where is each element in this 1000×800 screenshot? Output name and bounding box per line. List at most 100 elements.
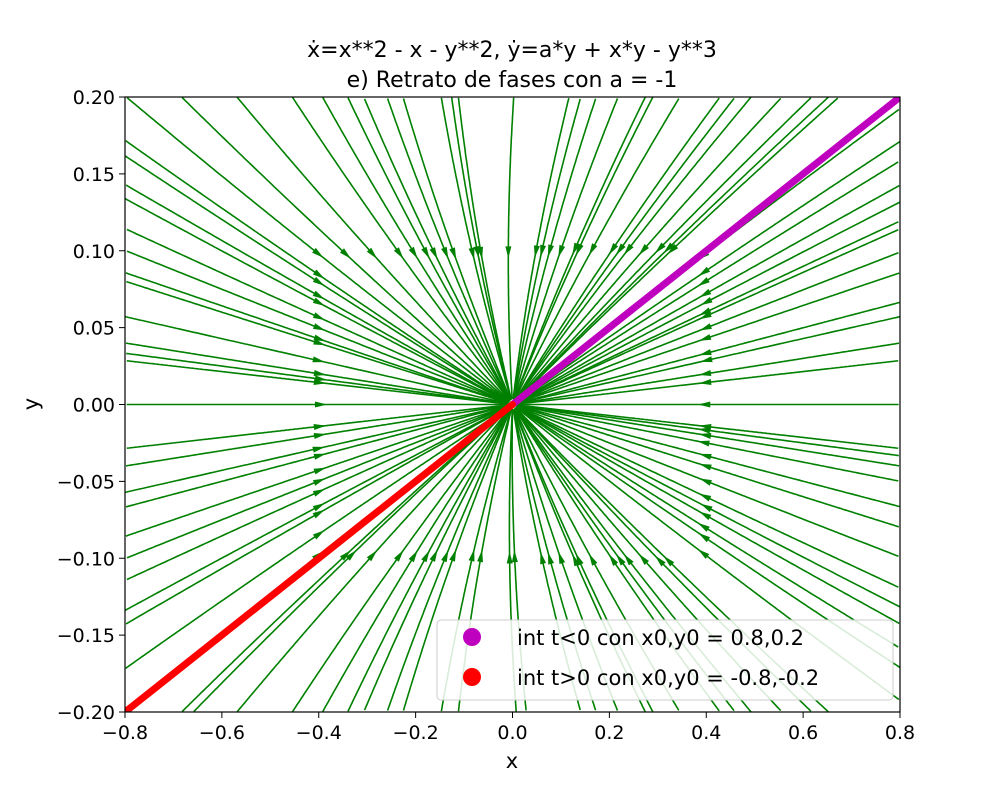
streamline-arrow xyxy=(429,551,438,562)
streamline-arrow xyxy=(339,248,350,258)
streamline-arrow xyxy=(639,555,650,565)
streamline-arrow xyxy=(506,553,513,564)
streamline-arrow xyxy=(449,247,456,259)
y-tick-label: −0.10 xyxy=(57,548,115,570)
streamline-arrow xyxy=(441,246,449,258)
streamline-arrow xyxy=(699,549,710,559)
streamline-arrow xyxy=(656,242,666,253)
streamline-arrow xyxy=(700,463,712,471)
streamline-arrow xyxy=(366,551,377,562)
streamline-arrow xyxy=(589,555,598,566)
streamline-arrow xyxy=(609,243,619,254)
streamline-arrow xyxy=(700,378,712,385)
streamline-arrow xyxy=(312,356,324,363)
streamline-arrow xyxy=(616,243,626,254)
streamline-arrow xyxy=(511,551,518,563)
streamline-arrow xyxy=(664,242,675,253)
streamline-arrow xyxy=(699,523,710,532)
legend-marker-t-negative xyxy=(463,628,481,646)
trajectory-series xyxy=(125,97,900,712)
streamline-arrow xyxy=(699,266,711,276)
streamline-arrow xyxy=(312,530,324,540)
streamline-arrow xyxy=(609,555,619,566)
streamline-arrow xyxy=(449,550,456,562)
streamline-arrow xyxy=(589,243,598,254)
streamline-arrow xyxy=(701,504,713,513)
y-axis-ticks: −0.20 −0.15 −0.10 −0.05 0.00 0.05 0.10 0.15 0.20 xyxy=(57,87,125,724)
streamline-arrow xyxy=(700,493,712,502)
streamline-arrow xyxy=(700,288,712,297)
streamline-arrow xyxy=(700,334,712,341)
streamline-arrow xyxy=(505,246,512,257)
trajectory-t-negative xyxy=(509,97,900,408)
streamline-arrow xyxy=(700,512,712,521)
streamline-arrow xyxy=(313,467,325,475)
streamline-arrow xyxy=(312,312,324,320)
streamline-arrow xyxy=(540,244,547,256)
streamline-arrow xyxy=(312,269,324,279)
streamline-arrow xyxy=(534,245,540,256)
streamline-arrow xyxy=(313,370,325,376)
x-axis-ticks: −0.8 −0.6 −0.4 −0.2 0.0 0.2 0.4 0.6 0.8 xyxy=(102,712,915,744)
trajectory-t-positive xyxy=(125,401,516,712)
streamline-arrow xyxy=(345,551,356,561)
legend-label-t-positive: int t>0 con x0,y0 = -0.8,-0.2 xyxy=(517,666,819,690)
y-tick-label: 0.05 xyxy=(73,318,115,340)
streamline-arrow xyxy=(468,550,475,562)
x-tick-label: −0.8 xyxy=(102,722,148,744)
streamline-arrow xyxy=(668,243,679,254)
x-tick-label: −0.6 xyxy=(199,722,245,744)
streamline-arrow xyxy=(558,553,566,565)
x-tick-label: −0.2 xyxy=(393,722,439,744)
streamline-arrow xyxy=(421,551,430,563)
streamline-arrow xyxy=(429,247,438,258)
streamline-arrow xyxy=(313,453,325,460)
streamline-arrow xyxy=(547,553,555,565)
y-tick-label: −0.05 xyxy=(57,471,115,493)
streamline-arrow xyxy=(699,427,711,434)
streamline-arrow xyxy=(700,370,712,376)
x-tick-label: 0.2 xyxy=(594,722,624,744)
streamline-arrow xyxy=(700,401,711,408)
streamline-arrow xyxy=(312,510,324,519)
streamline-arrow xyxy=(699,440,710,447)
streamline-arrow xyxy=(699,533,711,543)
y-tick-label: −0.15 xyxy=(57,625,115,647)
streamline-arrow xyxy=(366,247,377,258)
streamline-arrow xyxy=(477,551,483,563)
streamline-arrow xyxy=(701,478,712,486)
y-tick-label: 0.15 xyxy=(73,164,115,186)
streamline-arrow xyxy=(339,551,350,561)
streamline-arrow xyxy=(624,555,634,566)
streamline-arrow xyxy=(393,247,403,258)
streamline-arrow xyxy=(616,555,626,566)
streamline-arrow xyxy=(312,290,324,299)
legend-label-t-negative: int t<0 con x0,y0 = 0.8,0.2 xyxy=(517,626,804,650)
chart-title-line1: ẋ=x**2 - x - y**2, ẏ=a*y + x*y - y**3 xyxy=(307,38,717,63)
streamline-arrow xyxy=(701,356,713,363)
streamline-arrow xyxy=(312,489,324,497)
streamline-arrow xyxy=(656,556,666,567)
streamline-arrow xyxy=(700,311,712,319)
legend-marker-t-positive xyxy=(463,668,481,686)
streamline-arrow xyxy=(421,246,430,258)
y-axis-label: y xyxy=(19,398,43,410)
streamline-arrow xyxy=(558,244,566,256)
streamline-arrow xyxy=(393,551,403,562)
streamline-arrow xyxy=(312,247,323,257)
y-tick-label: 0.10 xyxy=(73,241,115,263)
streamline-arrow xyxy=(540,553,547,565)
streamline-arrow xyxy=(314,375,326,382)
x-tick-label: 0.0 xyxy=(497,722,527,744)
streamline-arrow xyxy=(664,556,675,567)
x-tick-label: 0.8 xyxy=(885,722,915,744)
x-tick-label: 0.4 xyxy=(691,722,721,744)
x-tick-label: −0.4 xyxy=(296,722,342,744)
streamline-arrow xyxy=(701,296,713,305)
streamline-arrow xyxy=(312,276,324,286)
streamline-arrow xyxy=(572,555,580,567)
streamline-arrow xyxy=(313,424,325,430)
streamline-arrow xyxy=(313,338,324,346)
chart-title-line2: e) Retrato de fases con a = -1 xyxy=(347,68,678,93)
